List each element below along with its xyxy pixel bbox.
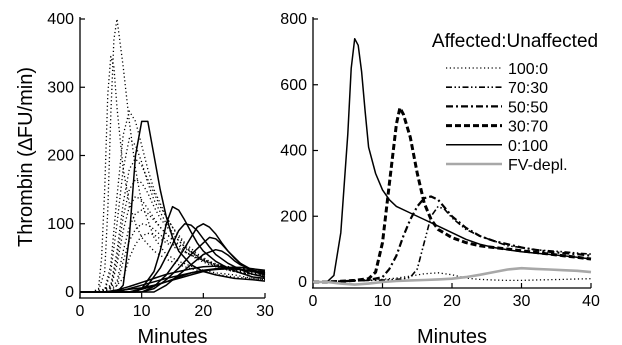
legend-label: FV-depl.: [508, 157, 568, 174]
series-line: [80, 178, 266, 293]
y-tick-label: 800: [280, 11, 307, 28]
y-tick-label: 600: [280, 77, 307, 94]
series-line: [313, 266, 592, 286]
series-line: [80, 248, 266, 293]
series-line: [80, 110, 266, 293]
y-tick-label: 0: [298, 274, 307, 291]
x-tick-label: 20: [194, 303, 212, 320]
legend-label: 70:30: [508, 80, 548, 97]
series-line: [80, 18, 266, 293]
legend-label: 50:50: [508, 99, 548, 116]
left-panel: 0 100 200 300 400 0 10 20 30 Minutes: [47, 11, 274, 345]
series-line: [80, 223, 266, 293]
right-panel: 0 200 400 600 800 0 10 20 30 40 Minutes Affected:Un…: [280, 11, 600, 345]
y-tick-label: 200: [280, 208, 307, 225]
legend-label: 0:100: [508, 138, 548, 155]
series-line: [313, 37, 592, 283]
y-axis-title: Thrombin (∆FU/min): [15, 67, 37, 247]
series-line: [80, 158, 266, 293]
series-line: [313, 106, 592, 284]
legend-title: Affected:Unaffected: [432, 31, 598, 52]
series-line: [80, 268, 266, 293]
x-tick-label: 0: [309, 293, 318, 310]
x-axis-title: Minutes: [417, 326, 487, 345]
series-line: [80, 266, 266, 293]
y-tick-label: 0: [65, 284, 74, 301]
legend-label: 100:0: [508, 61, 548, 78]
legend-label: 30:70: [508, 119, 548, 136]
x-tick-label: 20: [443, 293, 461, 310]
x-tick-label: 10: [133, 303, 151, 320]
x-tick-label: 30: [513, 293, 531, 310]
series-line: [80, 120, 266, 293]
y-tick-label: 400: [280, 143, 307, 160]
y-tick-label: 300: [47, 79, 74, 96]
x-tick-label: 30: [256, 303, 274, 320]
series-line: [80, 55, 266, 293]
series-line: [313, 195, 592, 284]
y-tick-label: 200: [47, 148, 74, 165]
legend: Affected:Unaffected 100:0 70:30 50:50 30:70 0…: [432, 31, 598, 174]
series-line: [80, 223, 266, 293]
x-axis-title: Minutes: [137, 326, 207, 345]
series-line: [80, 236, 266, 293]
y-tick-label: 100: [47, 216, 74, 233]
y-tick-label: 400: [47, 11, 74, 28]
series-line: [80, 137, 266, 293]
x-tick-label: 10: [374, 293, 392, 310]
x-tick-label: 0: [76, 303, 85, 320]
x-tick-label: 40: [582, 293, 600, 310]
